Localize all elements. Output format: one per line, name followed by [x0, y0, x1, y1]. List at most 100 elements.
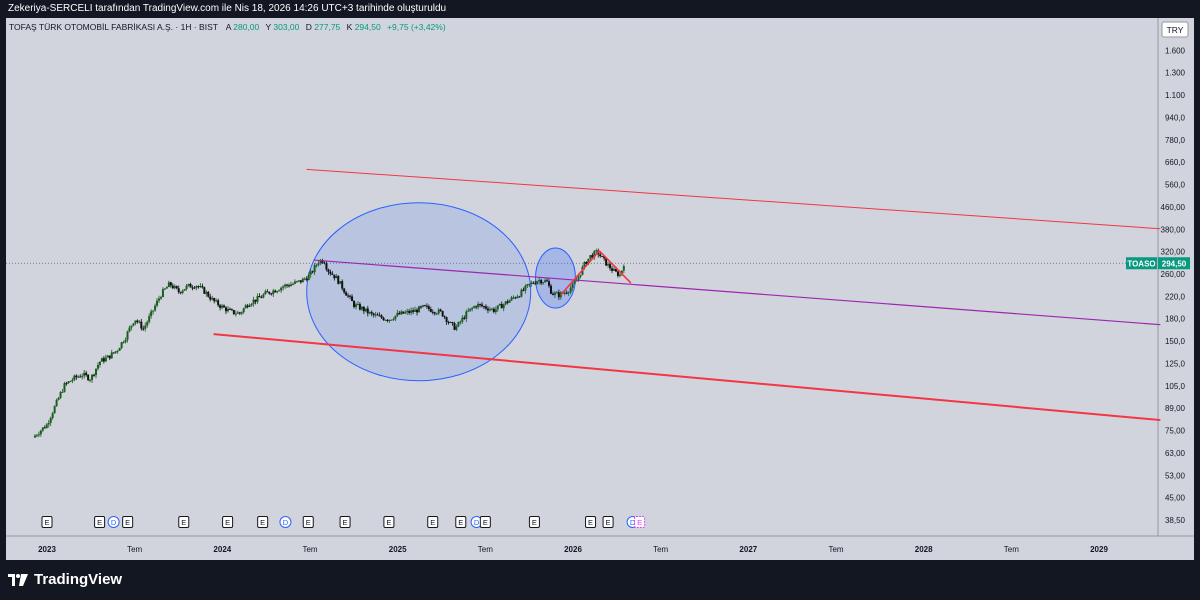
candle-body: [351, 296, 354, 302]
candle-body: [226, 308, 229, 312]
candle-body: [83, 372, 86, 376]
earnings-marker[interactable]: E: [41, 516, 53, 528]
candle-body: [427, 306, 430, 310]
candle-body: [364, 308, 367, 312]
ohlc-legend: TOFAŞ TÜRK OTOMOBİL FABRİKASI A.Ş. · 1H …: [9, 22, 446, 32]
candle-body: [35, 435, 38, 437]
candle-body: [264, 291, 267, 295]
candle-body: [380, 315, 383, 318]
candle-body: [473, 306, 476, 308]
lower-channel-line[interactable]: [213, 333, 1161, 422]
earnings-marker[interactable]: E: [302, 516, 314, 528]
candle-body: [307, 274, 310, 281]
earnings-marker[interactable]: E: [427, 516, 439, 528]
svg-text:E: E: [637, 518, 642, 527]
candle-body: [262, 294, 265, 298]
earnings-marker[interactable]: E: [178, 516, 190, 528]
candle-body: [213, 298, 216, 302]
candle-body: [370, 312, 373, 314]
trend-drawings[interactable]: [213, 168, 1161, 422]
candle-body: [49, 417, 52, 423]
dividend-marker[interactable]: D: [107, 516, 120, 528]
candle-body: [221, 305, 224, 308]
midline[interactable]: [313, 259, 1161, 326]
svg-text:E: E: [343, 518, 348, 527]
candle-body: [612, 268, 615, 271]
candle-body: [514, 297, 517, 299]
candle-body: [122, 342, 125, 344]
candle-body: [110, 352, 113, 359]
candle-body: [376, 314, 379, 316]
x-tick-label: 2023: [38, 545, 56, 554]
wedge-line-up[interactable]: [560, 250, 600, 296]
candle-body: [313, 265, 316, 273]
candle-body: [224, 307, 227, 312]
x-tick-label: Tem: [1004, 545, 1019, 554]
y-tick-label: 220,0: [1165, 292, 1186, 301]
candle-body: [335, 275, 338, 279]
x-tick-label: 2026: [564, 545, 582, 554]
candle-body: [372, 313, 375, 315]
earnings-marker[interactable]: E: [339, 516, 351, 528]
candle-body: [118, 348, 121, 351]
candle-body: [496, 305, 499, 310]
candle-body: [321, 260, 324, 263]
candle-body: [455, 326, 458, 330]
candle-body: [228, 308, 231, 310]
earnings-marker[interactable]: E: [122, 516, 134, 528]
svg-text:E: E: [44, 518, 49, 527]
candle-body: [402, 311, 405, 314]
svg-text:E: E: [125, 518, 130, 527]
time-axis[interactable]: 2023 Tem 2024 Tem 2025 Tem 2026 Tem 2027 Tem 2028 T…: [38, 545, 1108, 554]
candle-body: [100, 358, 103, 362]
candle-body: [404, 312, 407, 314]
candle-body: [53, 406, 56, 414]
earnings-marker[interactable]: E: [94, 516, 106, 528]
earnings-marker[interactable]: E: [383, 516, 395, 528]
footer-bar: TradingView: [0, 560, 1200, 600]
dividend-marker[interactable]: D: [279, 516, 292, 528]
brand-name: TradingView: [34, 571, 123, 588]
earnings-marker[interactable]: E: [222, 516, 234, 528]
candle-body: [483, 306, 486, 308]
earnings-marker[interactable]: E: [528, 516, 540, 528]
candle-body: [234, 313, 237, 315]
earnings-marker[interactable]: E: [455, 516, 467, 528]
candle-body: [295, 281, 298, 283]
x-tick-label: Tem: [302, 545, 317, 554]
candle-body: [553, 292, 556, 295]
svg-text:TOFAŞ TÜRK OTOMOBİL FABRİKASI: TOFAŞ TÜRK OTOMOBİL FABRİKASI A.Ş. · 1H …: [9, 22, 446, 32]
candle-body: [246, 305, 249, 307]
earnings-marker[interactable]: E: [602, 516, 614, 528]
earnings-marker[interactable]: E: [257, 516, 269, 528]
earnings-marker[interactable]: E: [634, 516, 646, 528]
upper-channel-line[interactable]: [306, 168, 1161, 230]
currency-badge[interactable]: TRY: [1161, 21, 1189, 38]
x-tick-label: Tem: [828, 545, 843, 554]
attribution-bar: Zekeriya-SERCELI tarafından TradingView.…: [0, 0, 1200, 18]
candle-body: [93, 374, 96, 376]
price-chart[interactable]: 1.9001.6001.3001.100940,0780,0660,0560,0…: [0, 18, 1200, 560]
chart-background: [0, 18, 1200, 560]
y-tick-label: 1.300: [1165, 69, 1186, 78]
candle-body: [583, 261, 586, 267]
y-tick-label: 780,0: [1165, 136, 1186, 145]
tradingview-brand[interactable]: TradingView: [8, 571, 122, 588]
ellipse-annotations[interactable]: [306, 202, 576, 382]
large-ellipse[interactable]: [306, 202, 532, 382]
earnings-marker[interactable]: E: [585, 516, 597, 528]
wedge-line-down[interactable]: [598, 250, 632, 284]
candle-body: [616, 271, 619, 276]
candle-body: [465, 311, 468, 319]
candle-body: [169, 282, 172, 286]
candle-body: [429, 309, 432, 312]
earnings-marker[interactable]: E: [479, 516, 491, 528]
candle-body: [238, 312, 241, 314]
price-axis[interactable]: 1.9001.6001.3001.100940,0780,0660,0560,0…: [1161, 24, 1186, 525]
svg-text:E: E: [532, 518, 537, 527]
candle-body: [98, 361, 101, 365]
candle-body: [55, 399, 58, 407]
candle-body: [106, 355, 109, 358]
candle-body: [325, 263, 328, 270]
